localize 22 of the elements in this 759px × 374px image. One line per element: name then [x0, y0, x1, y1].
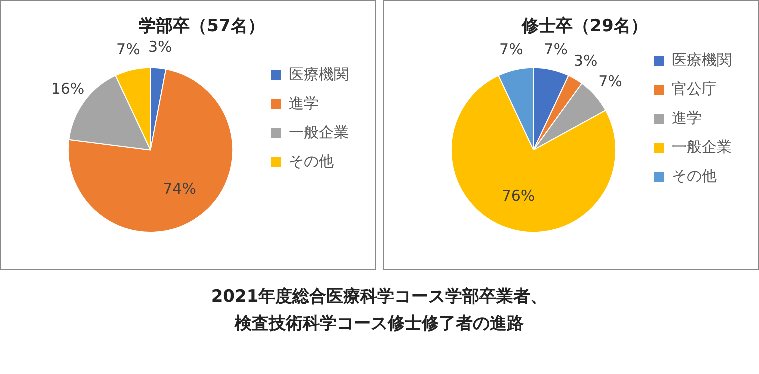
legend-label: 進学 [289, 94, 319, 112]
legend-label: 進学 [672, 108, 702, 127]
legend-label: 一般企業 [672, 138, 732, 156]
data-label: 74% [163, 180, 196, 198]
data-label: 7% [544, 40, 568, 58]
legend-label: その他 [672, 166, 717, 185]
legend-label: 一般企業 [289, 123, 349, 142]
text: 2021年度総合医療科学コース学部卒業者、 [210, 286, 549, 309]
data-label: 7% [598, 72, 622, 90]
legend-label: その他 [289, 152, 334, 170]
data-label: 3% [574, 52, 598, 70]
data-label: 76% [502, 187, 536, 206]
legend-label: 医療機関 [289, 65, 349, 84]
text: 検査技術科学コース修士修了者の進路 [234, 313, 525, 336]
chart-title: 学部卒（57名） [139, 16, 265, 37]
data-label: 16% [51, 80, 85, 98]
data-label: 7% [500, 40, 524, 58]
legend-label: 医療機関 [672, 50, 732, 69]
legend-label: 官公庁 [672, 80, 717, 98]
chart-title: 修士卒（29名） [521, 16, 648, 37]
data-label: 3% [148, 38, 172, 56]
data-label: 7% [116, 40, 140, 58]
